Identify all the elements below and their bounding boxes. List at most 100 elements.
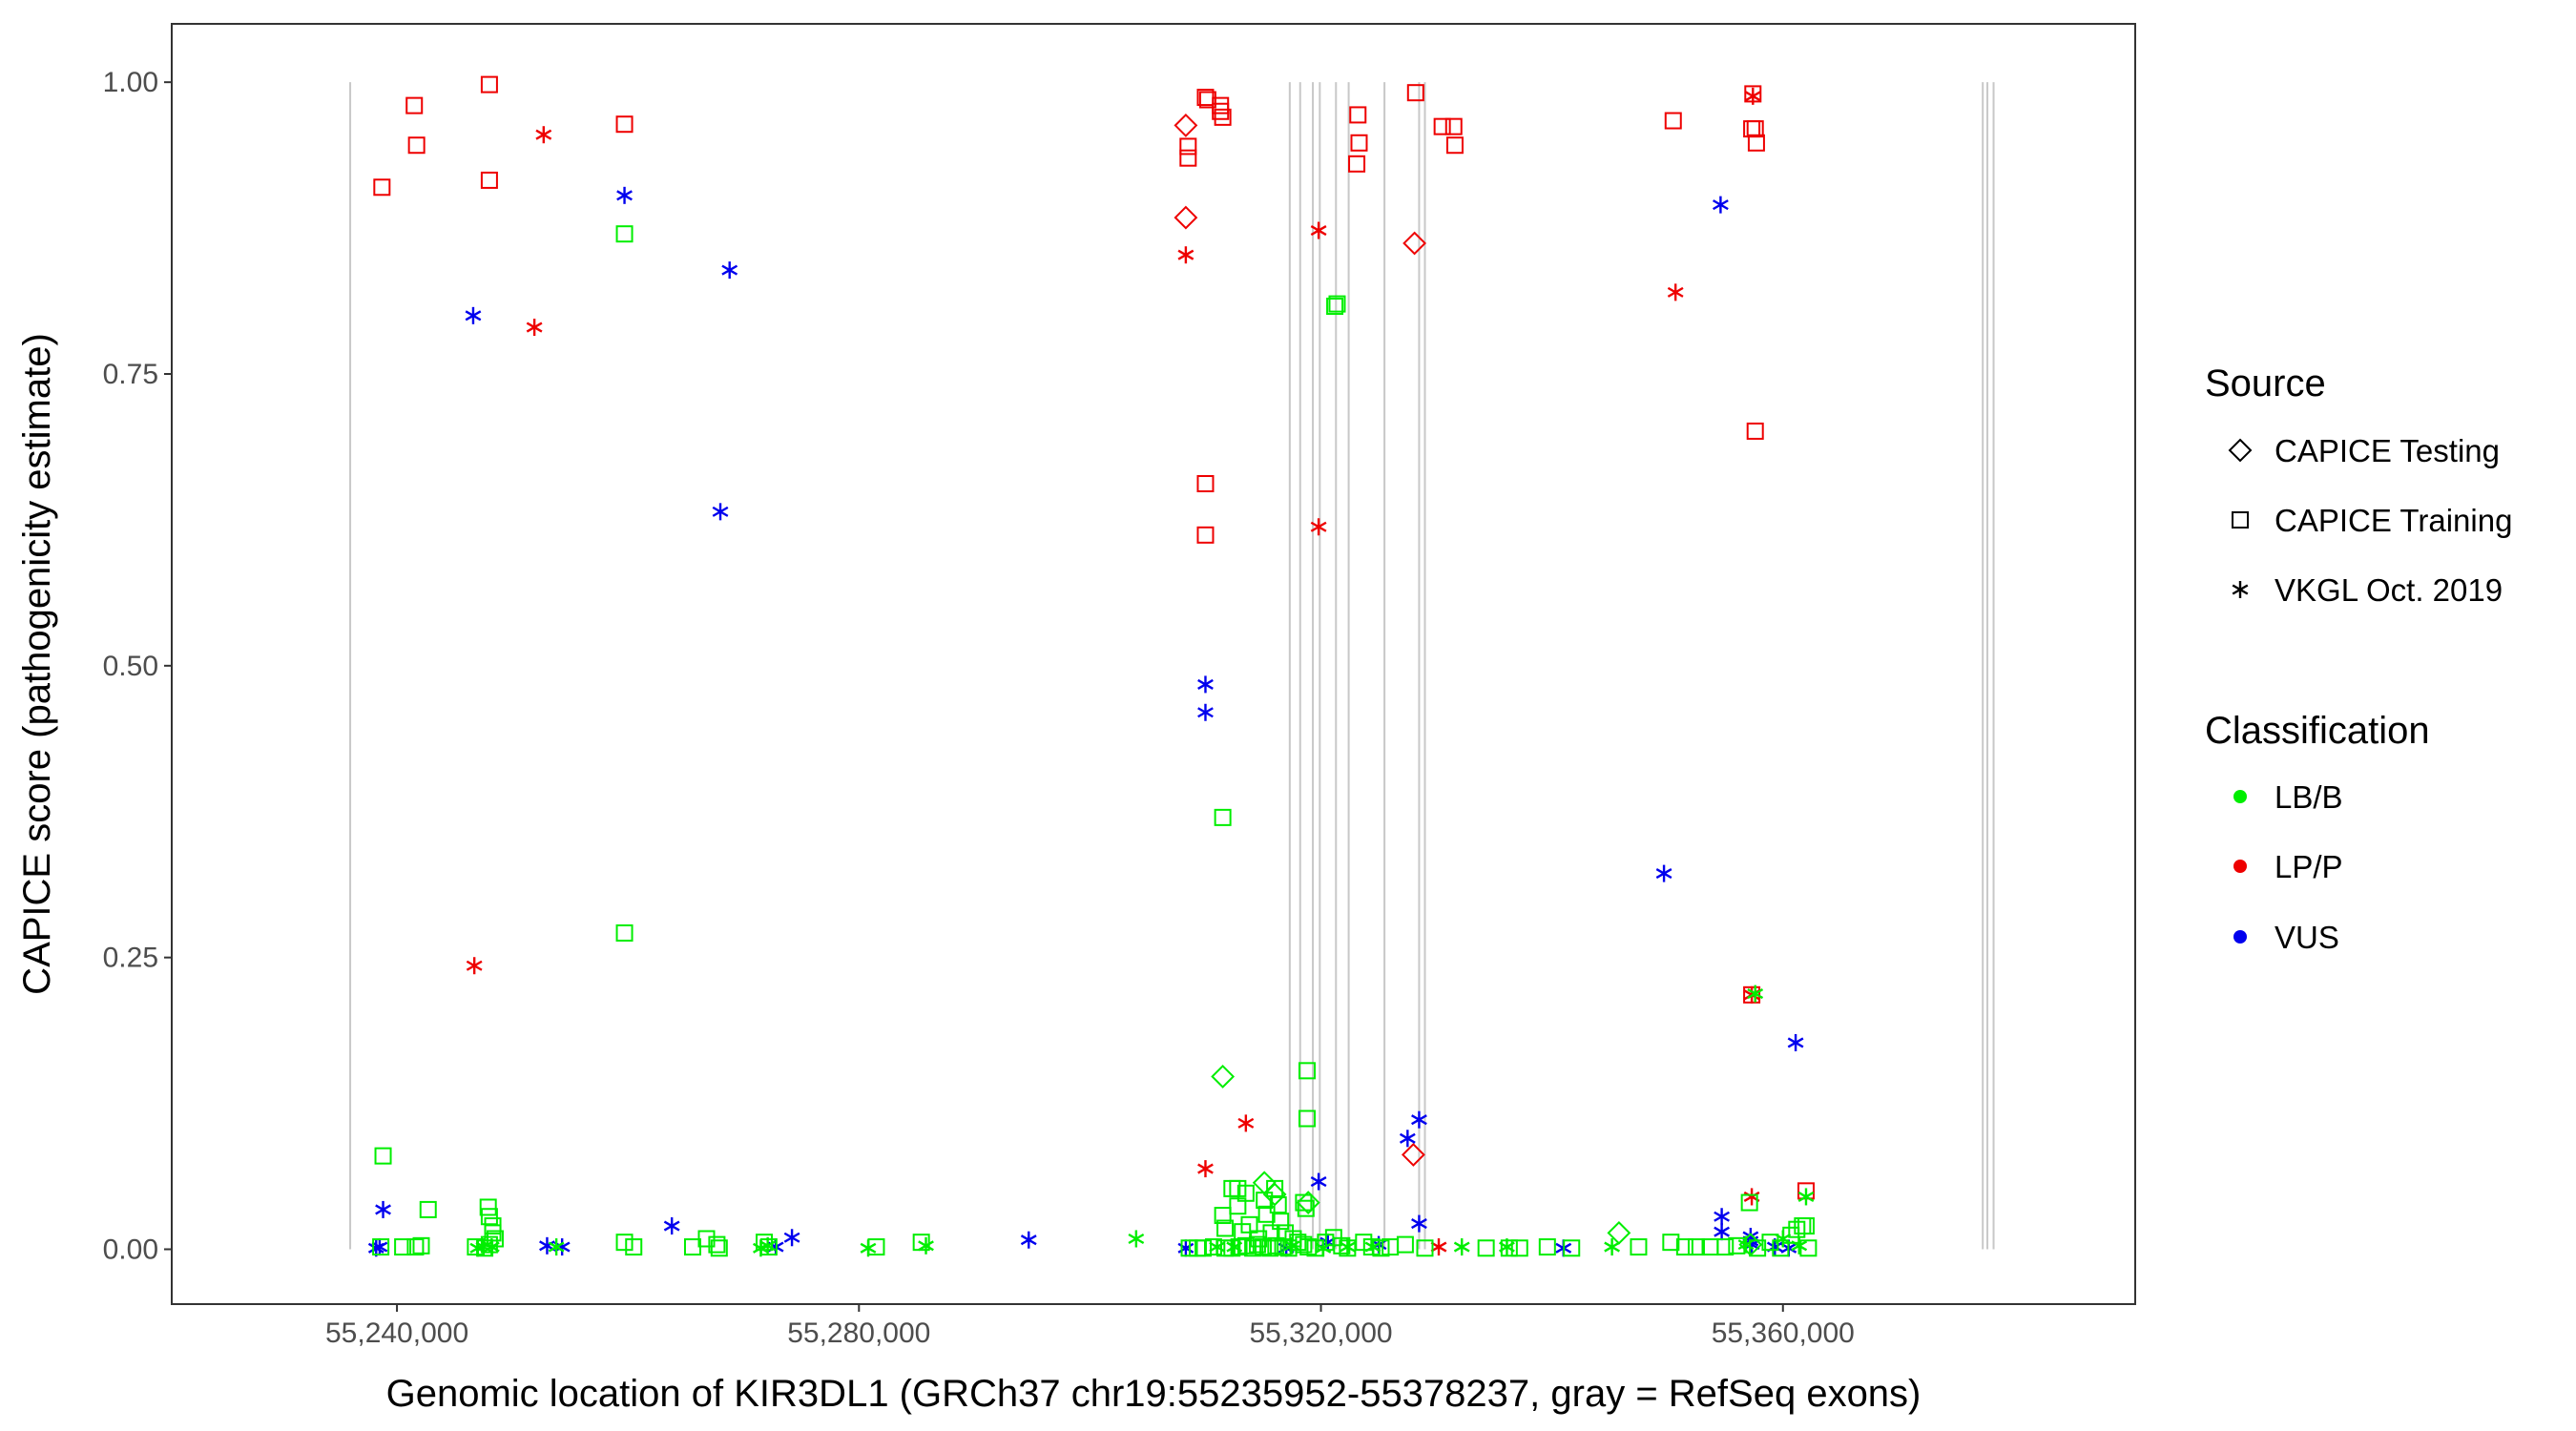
data-point (615, 923, 634, 942)
data-point (1252, 1171, 1277, 1195)
data-point (1310, 1172, 1327, 1191)
data-point (1630, 1238, 1648, 1256)
data-point (1223, 1179, 1241, 1197)
data-point (1411, 1214, 1427, 1233)
data-point (1788, 1220, 1806, 1238)
data-point (1250, 1230, 1268, 1248)
data-point (1714, 1223, 1731, 1241)
legend-label: VUS (2275, 920, 2339, 955)
data-point (1020, 1231, 1037, 1249)
data-point (466, 957, 483, 975)
data-point (1744, 87, 1761, 105)
data-point (1747, 134, 1765, 152)
data-point (1563, 1239, 1581, 1257)
data-point (1211, 1065, 1236, 1089)
legend-title-source: Source (2205, 363, 2326, 404)
data-point (1196, 474, 1215, 492)
data-point (1477, 1239, 1495, 1257)
data-point (480, 1208, 498, 1226)
legend-key-dot (2233, 790, 2247, 803)
x-tick-label: 55,280,000 (787, 1317, 930, 1349)
data-point (1209, 1238, 1225, 1256)
legend-label: VKGL Oct. 2019 (2275, 572, 2503, 608)
data-point (1787, 1033, 1804, 1051)
data-point (1244, 1239, 1262, 1257)
data-point (1364, 1238, 1381, 1256)
data-point (1396, 1235, 1414, 1254)
x-axis-title: Genomic location of KIR3DL1 (GRCh37 chr1… (386, 1373, 1922, 1415)
y-axis-title: CAPICE score (pathogenicity estimate) (16, 333, 58, 995)
data-point (912, 1234, 930, 1252)
data-point (1348, 155, 1366, 173)
data-point (484, 1224, 502, 1242)
data-point (526, 319, 543, 337)
y-tick-label: 0.00 (103, 1234, 158, 1266)
legend-key-dot (2233, 860, 2247, 873)
data-point (479, 1198, 497, 1216)
data-point (1399, 1130, 1416, 1148)
data-point (486, 1230, 504, 1248)
data-point (1743, 120, 1761, 138)
data-point (1746, 120, 1764, 138)
data-point (1283, 1236, 1300, 1255)
data-points (367, 75, 1818, 1257)
data-point (710, 1239, 728, 1257)
data-point (1204, 1238, 1222, 1256)
data-point (535, 126, 552, 144)
data-point (1430, 1238, 1447, 1256)
data-point (1214, 1207, 1232, 1225)
legend-key-diamond (2228, 438, 2253, 463)
data-point (1198, 91, 1216, 109)
data-point (1240, 1215, 1258, 1234)
legend-label: CAPICE Testing (2275, 433, 2500, 468)
data-point (372, 1238, 390, 1256)
data-point (1713, 196, 1729, 214)
plot-panel-border (171, 23, 2136, 1305)
data-point (1362, 1238, 1381, 1256)
data-point (1197, 703, 1214, 721)
data-point (759, 1236, 777, 1255)
data-point (1791, 1236, 1808, 1255)
data-point (1402, 231, 1427, 256)
data-point (1445, 136, 1464, 155)
y-tick-label: 1.00 (103, 67, 158, 98)
data-point (1226, 1238, 1243, 1256)
data-point (1328, 295, 1346, 313)
data-point (1350, 134, 1368, 152)
data-point (1737, 1235, 1755, 1254)
data-point (1797, 1217, 1815, 1235)
data-point (1714, 1208, 1731, 1226)
data-point (1411, 1110, 1427, 1129)
data-point (480, 171, 498, 189)
data-point (407, 136, 426, 155)
data-point (1604, 1238, 1620, 1256)
data-point (394, 1238, 412, 1256)
legend-label: CAPICE Training (2275, 503, 2512, 538)
data-point (1262, 1224, 1280, 1242)
data-point (1237, 1114, 1255, 1132)
data-point (1214, 108, 1232, 126)
data-point (1799, 1239, 1818, 1257)
data-point (1416, 1239, 1434, 1257)
data-point (663, 1217, 680, 1235)
data-point (1747, 985, 1764, 1003)
legend: Source Classification CAPICE Testing CAPI… (2205, 363, 2512, 955)
data-point (1339, 1238, 1356, 1256)
data-point (1797, 1188, 1815, 1206)
data-point (1269, 1196, 1287, 1214)
data-point (1229, 1197, 1247, 1215)
data-point (615, 1234, 634, 1252)
data-point (1675, 1238, 1693, 1256)
data-point (1740, 1193, 1758, 1212)
data-point (1738, 1233, 1763, 1257)
data-point (1406, 84, 1424, 102)
data-point (1272, 1213, 1290, 1231)
data-point (1212, 102, 1230, 120)
data-point (1500, 1239, 1518, 1257)
data-point (1326, 298, 1344, 316)
data-point (1433, 117, 1451, 135)
exon-lines (349, 82, 1995, 1250)
data-point (480, 75, 498, 93)
data-point (1775, 1230, 1792, 1248)
